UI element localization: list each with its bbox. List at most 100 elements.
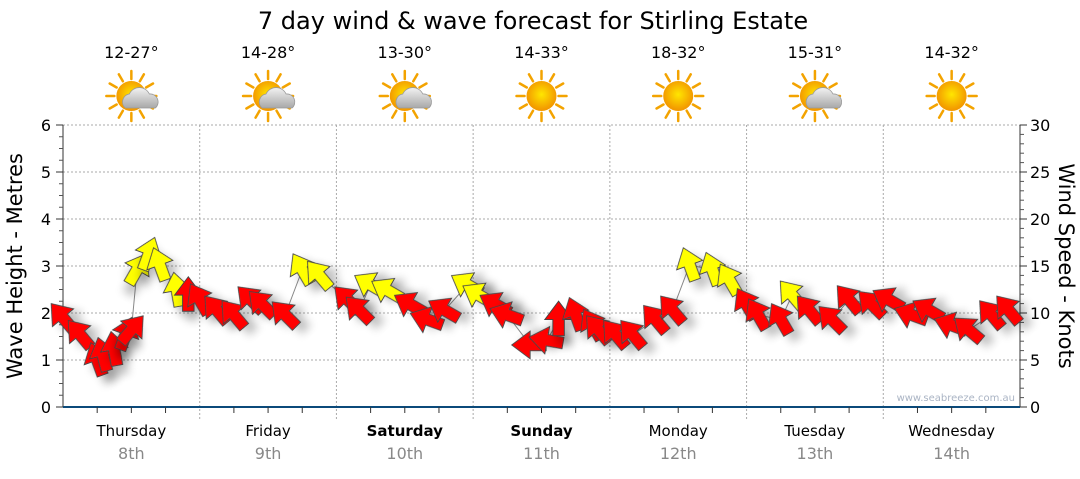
sun-ray	[275, 109, 282, 119]
sun-ray	[937, 109, 945, 119]
sun-ray	[281, 82, 291, 89]
sun-ray	[828, 82, 838, 89]
sun-ray	[418, 82, 428, 89]
sun-ray	[117, 73, 125, 83]
date-label: 12th	[660, 444, 697, 463]
sun-ray	[548, 73, 556, 83]
sun-ray	[554, 103, 565, 110]
y-right-tick-label: 10	[1030, 304, 1050, 323]
sun-ray	[655, 82, 665, 89]
wind-arrow	[489, 301, 526, 329]
sun-disc	[936, 81, 967, 111]
wind-arrow	[528, 325, 565, 355]
sun-ray	[664, 73, 671, 83]
sun-ray	[928, 103, 939, 110]
wind-arrow	[912, 297, 947, 324]
wind-arrow	[872, 287, 907, 314]
y-right-tick-label: 15	[1030, 257, 1050, 276]
date-label: 11th	[523, 444, 560, 463]
wind-arrow	[660, 295, 688, 327]
wind-arrow	[996, 295, 1025, 327]
y-left-tick-label: 5	[41, 163, 51, 182]
partly-cloudy-icon	[105, 69, 159, 123]
y-right-tick-label: 30	[1030, 116, 1050, 135]
temperature-label: 14-28°	[241, 43, 296, 62]
sun-ray	[108, 103, 118, 110]
y-left-tick-label: 0	[41, 398, 51, 417]
sun-ray	[412, 109, 419, 119]
sun-ray	[117, 109, 125, 119]
cloud-shape	[258, 87, 296, 109]
day-label: Monday	[649, 422, 708, 440]
partly-cloudy-icon	[241, 69, 296, 123]
temperature-label: 18-32°	[651, 43, 706, 62]
y-right-tick-label: 5	[1030, 351, 1040, 370]
chart-title: 7 day wind & wave forecast for Stirling …	[258, 7, 808, 35]
date-label: 9th	[255, 444, 282, 463]
wind-arrow	[221, 300, 250, 332]
sun-ray	[822, 73, 829, 83]
sun-ray	[792, 82, 802, 89]
day-label: Friday	[245, 422, 291, 440]
sun-ray	[275, 73, 282, 83]
y-left-tick-label: 3	[41, 257, 51, 276]
date-label: 14th	[933, 444, 970, 463]
wind-arrow	[428, 297, 463, 324]
sun-ray	[245, 103, 255, 110]
y-left-tick-label: 2	[41, 304, 51, 323]
date-label: 10th	[386, 444, 423, 463]
sun-ray	[518, 82, 529, 89]
cloud-shape	[122, 87, 159, 109]
temperature-label: 15-31°	[788, 43, 843, 62]
wind-arrow	[409, 305, 446, 334]
sun-ray	[391, 109, 398, 119]
cloud-shape	[395, 87, 432, 109]
sun-ray	[554, 82, 565, 89]
temperature-label: 12-27°	[104, 43, 159, 62]
sun-ray	[928, 82, 939, 89]
y-right-tick-label: 25	[1030, 163, 1050, 182]
y-right-tick-label: 0	[1030, 398, 1040, 417]
y-axis-right-label: Wind Speed - Knots	[1054, 163, 1078, 368]
wind-arrow	[603, 319, 631, 352]
y-right-tick-label: 20	[1030, 210, 1050, 229]
sun-ray	[381, 103, 392, 110]
watermark: www.seabreeze.com.au	[897, 393, 1015, 404]
y-left-tick-label: 4	[41, 210, 51, 229]
sun-ray	[254, 109, 261, 119]
sun-ray	[527, 73, 535, 83]
sun-ray	[958, 73, 966, 83]
sun-ray	[801, 73, 808, 83]
sun-ray	[254, 73, 261, 83]
day-label: Thursday	[95, 422, 166, 440]
day-label: Saturday	[367, 422, 444, 440]
sun-ray	[685, 109, 692, 119]
sun-disc	[526, 81, 557, 111]
date-label: 8th	[118, 444, 145, 463]
sun-ray	[655, 103, 665, 110]
sun-ray	[691, 82, 702, 89]
wind-arrow	[768, 302, 795, 338]
day-label: Tuesday	[783, 422, 845, 440]
sun-ray	[801, 109, 808, 119]
wind-arrow	[954, 317, 986, 346]
sun-ray	[958, 109, 966, 119]
temperature-label: 13-30°	[378, 43, 433, 62]
wind-arrow	[675, 247, 704, 283]
day-label: Wednesday	[908, 422, 995, 440]
wind-arrow	[858, 290, 888, 321]
sun-ray	[527, 109, 535, 119]
wind-arrow	[307, 260, 335, 293]
sun-ray	[548, 109, 556, 119]
date-label: 13th	[797, 444, 834, 463]
sun-ray	[381, 82, 392, 89]
partly-cloudy-icon	[378, 69, 432, 123]
wind-arrow	[979, 300, 1007, 332]
wind-arrow	[67, 319, 96, 352]
sun-ray	[822, 109, 829, 119]
sun-ray	[144, 82, 155, 89]
sun-ray	[391, 73, 398, 83]
sun-ray	[412, 73, 419, 83]
sun-ray	[138, 109, 146, 119]
